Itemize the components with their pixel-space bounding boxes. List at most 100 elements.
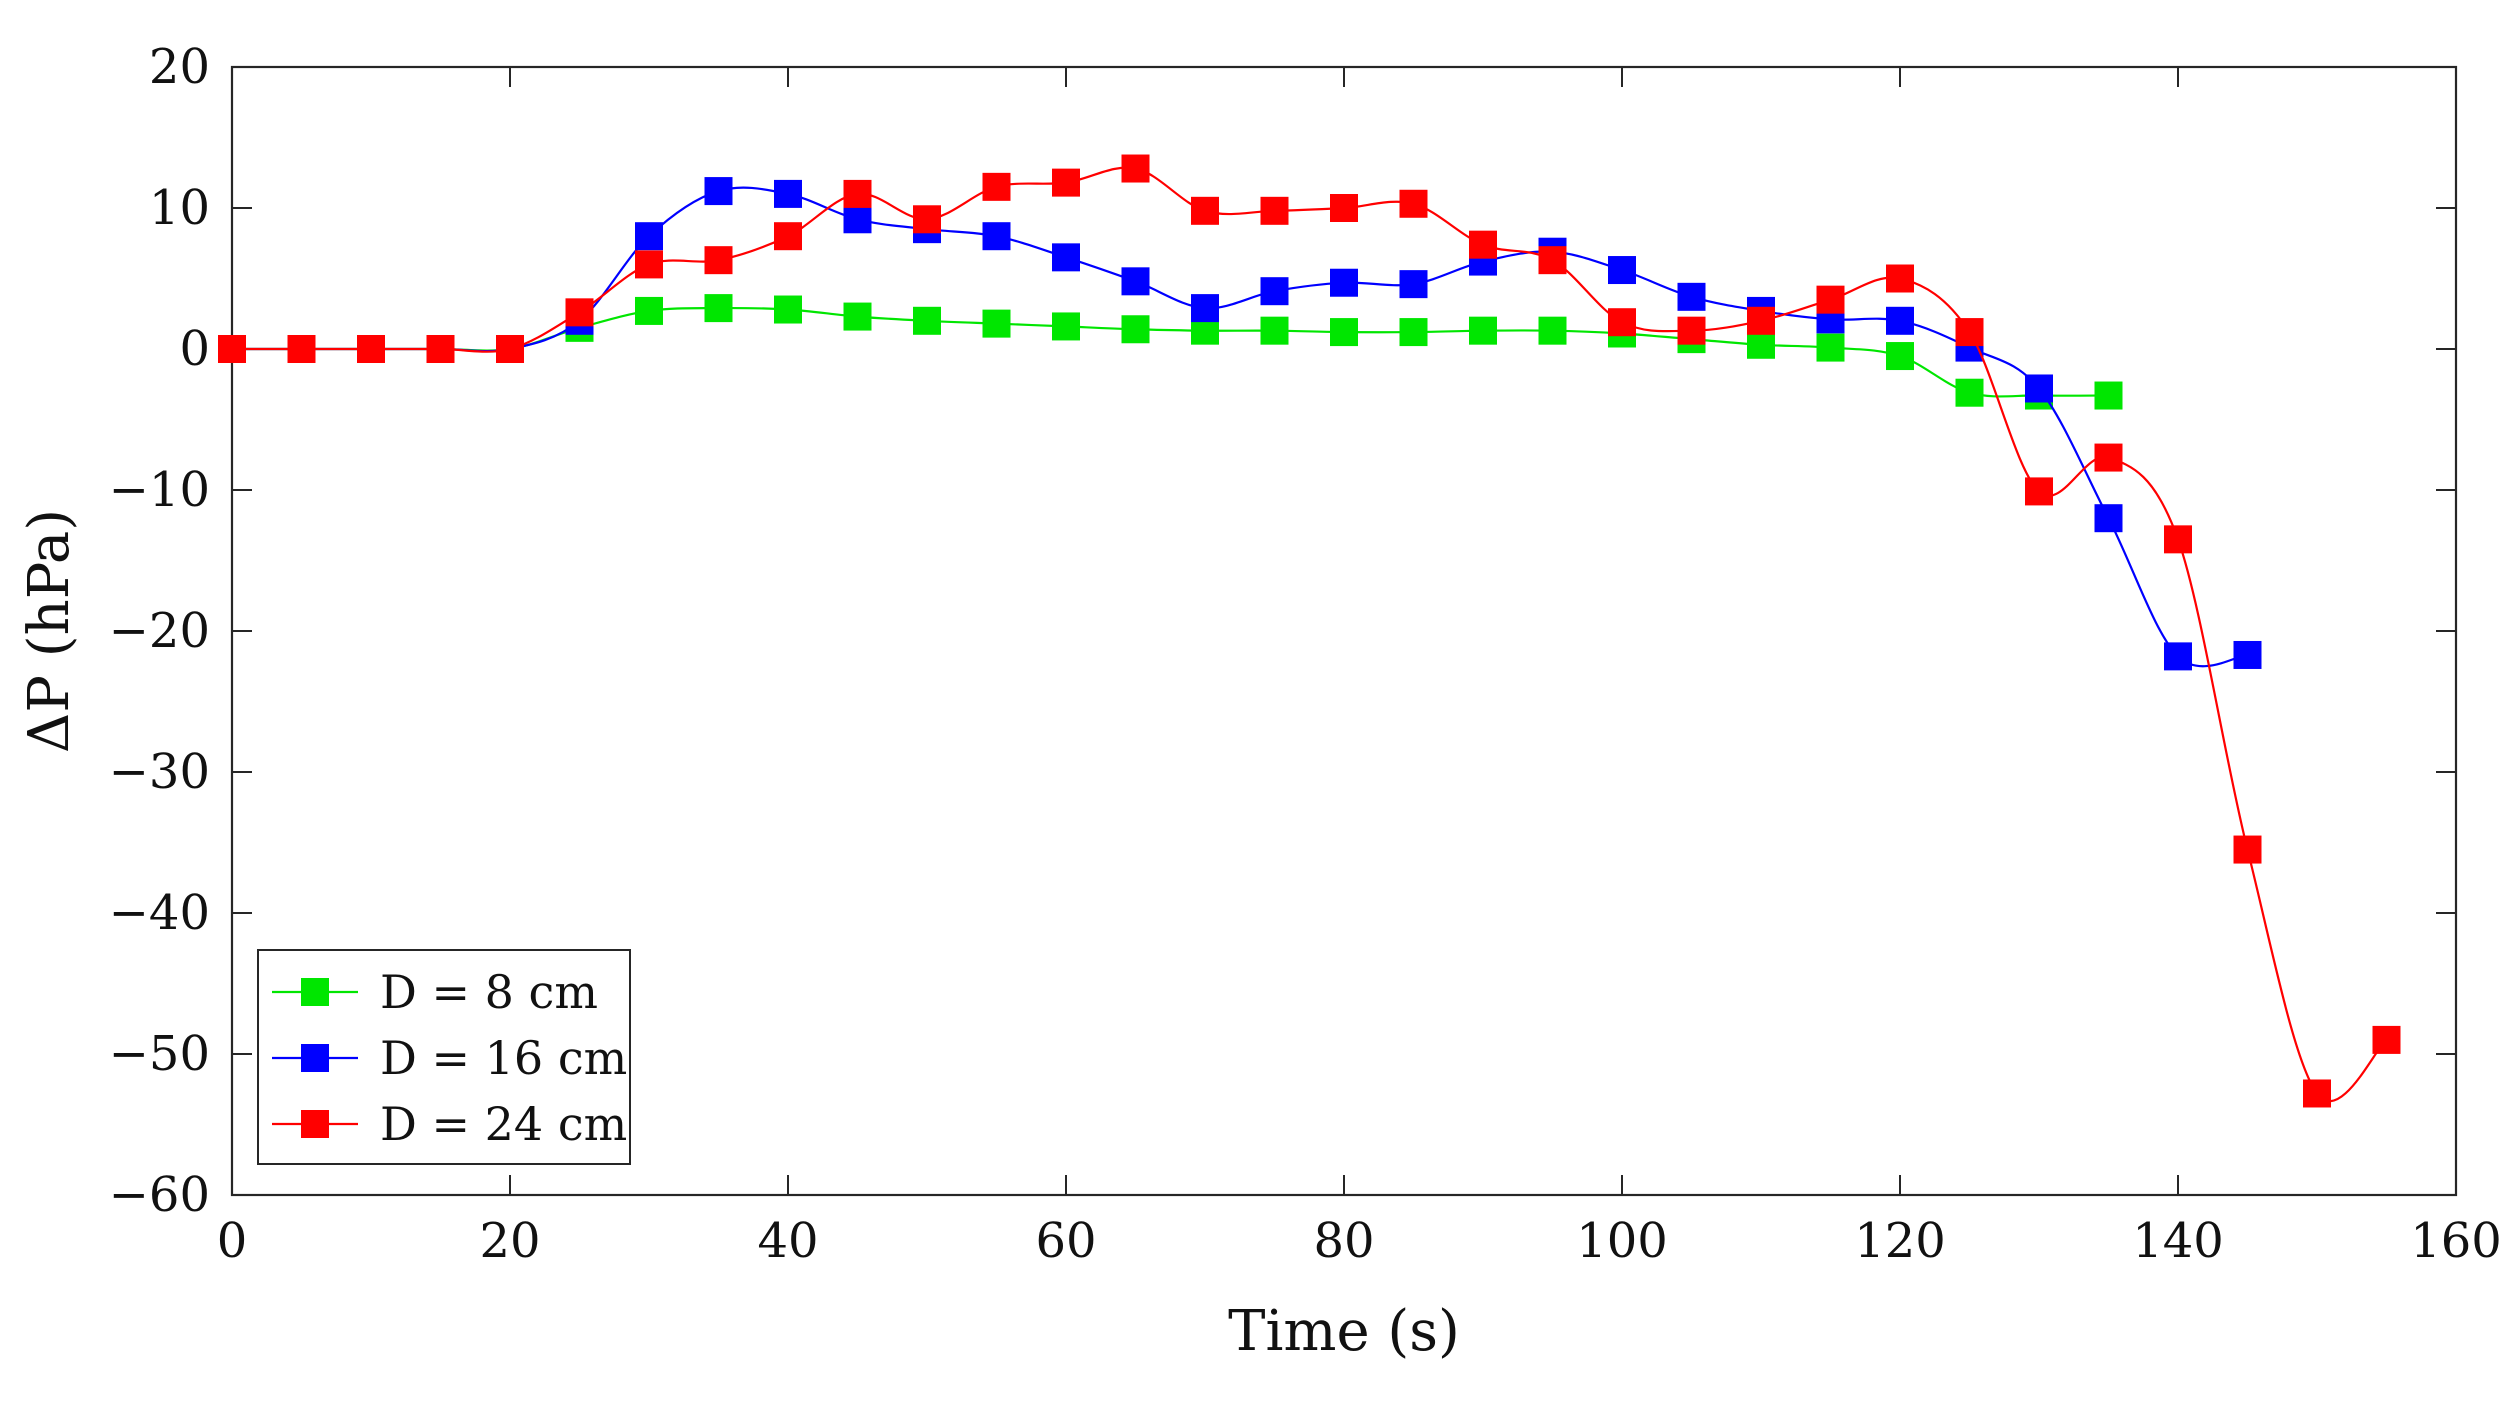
data-point bbox=[1538, 316, 1567, 345]
data-point bbox=[1330, 194, 1358, 222]
data-point bbox=[982, 172, 1011, 201]
data-point bbox=[565, 298, 594, 327]
data-point bbox=[1052, 312, 1080, 341]
data-point bbox=[1886, 306, 1914, 335]
data-point bbox=[2303, 1079, 2331, 1108]
data-point bbox=[1886, 342, 1914, 371]
data-point bbox=[843, 205, 872, 234]
data-point bbox=[1260, 196, 1289, 225]
data-point bbox=[774, 222, 802, 251]
data-point bbox=[1886, 264, 1914, 293]
data-point bbox=[1955, 318, 1984, 347]
data-point bbox=[2233, 640, 2262, 669]
data-point bbox=[2372, 1025, 2401, 1054]
data-point bbox=[1747, 306, 1775, 335]
legend-item: D = 24 cm bbox=[272, 1097, 627, 1151]
data-point bbox=[1121, 267, 1150, 296]
x-tick-label: 0 bbox=[217, 1213, 248, 1269]
legend-marker bbox=[301, 1044, 329, 1072]
x-tick-label: 140 bbox=[2132, 1213, 2224, 1269]
data-point bbox=[1816, 285, 1845, 314]
legend: D = 8 cm D = 16 cm D = 24 cm bbox=[257, 949, 631, 1165]
data-point bbox=[1399, 189, 1428, 218]
data-point bbox=[1677, 316, 1706, 345]
series-line bbox=[232, 186, 2248, 668]
data-point bbox=[1330, 318, 1358, 347]
series-2 bbox=[218, 177, 2262, 671]
data-point bbox=[1608, 256, 1636, 285]
x-tick-label: 60 bbox=[1035, 1213, 1096, 1269]
data-point bbox=[774, 179, 802, 208]
data-point bbox=[1121, 315, 1150, 344]
data-point bbox=[287, 335, 316, 363]
data-point bbox=[1538, 246, 1567, 275]
data-point bbox=[1399, 270, 1428, 299]
data-point bbox=[2233, 835, 2262, 864]
series-3 bbox=[218, 154, 2401, 1108]
data-point bbox=[2164, 525, 2192, 554]
y-tick-label: 20 bbox=[149, 39, 210, 95]
data-point bbox=[357, 335, 385, 363]
x-axis-label: Time (s) bbox=[1228, 1299, 1460, 1364]
x-tick-label: 40 bbox=[757, 1213, 818, 1269]
data-point bbox=[1052, 168, 1080, 197]
data-point bbox=[2094, 443, 2123, 472]
data-point bbox=[1747, 330, 1775, 359]
y-tick-label: −20 bbox=[109, 603, 210, 659]
y-axis-label: ΔP (hPa) bbox=[17, 509, 82, 753]
data-point bbox=[496, 335, 524, 363]
data-point bbox=[2164, 642, 2192, 671]
y-tick-label: −10 bbox=[109, 462, 210, 518]
data-point bbox=[843, 179, 872, 208]
legend-label: D = 8 cm bbox=[380, 965, 598, 1019]
legend-item: D = 8 cm bbox=[272, 965, 598, 1019]
data-point bbox=[1608, 308, 1636, 337]
data-point bbox=[1677, 282, 1706, 311]
x-tick-label: 20 bbox=[479, 1213, 540, 1269]
legend-label: D = 16 cm bbox=[380, 1031, 627, 1085]
data-point bbox=[1399, 318, 1428, 347]
legend-item: D = 16 cm bbox=[272, 1031, 627, 1085]
data-point bbox=[2025, 374, 2053, 403]
data-point bbox=[1260, 316, 1289, 345]
data-point bbox=[2094, 381, 2123, 410]
legend-marker bbox=[301, 1110, 329, 1138]
x-tick-label: 100 bbox=[1576, 1213, 1668, 1269]
data-point bbox=[1469, 230, 1497, 259]
data-point bbox=[2094, 504, 2123, 533]
y-tick-label: 10 bbox=[149, 180, 210, 236]
data-point bbox=[843, 302, 872, 331]
x-tick-label: 160 bbox=[2410, 1213, 2502, 1269]
legend-marker bbox=[301, 978, 329, 1006]
data-point bbox=[913, 306, 941, 335]
data-point bbox=[1191, 294, 1219, 323]
data-point bbox=[1469, 316, 1497, 345]
data-point bbox=[982, 222, 1011, 251]
data-point bbox=[1191, 196, 1219, 225]
axis-ticks: 0 20 40 60 80 100 120 140 16020100−10−20−30−40−5… bbox=[109, 39, 2502, 1269]
y-tick-label: 0 bbox=[179, 321, 210, 377]
data-point bbox=[2025, 477, 2053, 506]
data-point bbox=[218, 335, 246, 363]
data-point bbox=[635, 250, 663, 279]
data-point bbox=[982, 309, 1011, 338]
data-point bbox=[704, 246, 733, 275]
legend-label: D = 24 cm bbox=[380, 1097, 627, 1151]
data-point bbox=[1330, 268, 1358, 297]
data-point bbox=[1052, 243, 1080, 272]
data-point bbox=[1260, 277, 1289, 306]
data-point bbox=[1955, 378, 1984, 407]
series-layer bbox=[218, 154, 2401, 1108]
y-tick-label: −60 bbox=[109, 1167, 210, 1223]
data-point bbox=[704, 177, 733, 206]
x-tick-label: 80 bbox=[1313, 1213, 1374, 1269]
data-point bbox=[635, 296, 663, 325]
data-point bbox=[426, 335, 455, 363]
x-tick-label: 120 bbox=[1854, 1213, 1946, 1269]
data-point bbox=[1121, 154, 1150, 183]
data-point bbox=[774, 295, 802, 324]
data-point bbox=[1816, 333, 1845, 362]
y-tick-label: −30 bbox=[109, 744, 210, 800]
